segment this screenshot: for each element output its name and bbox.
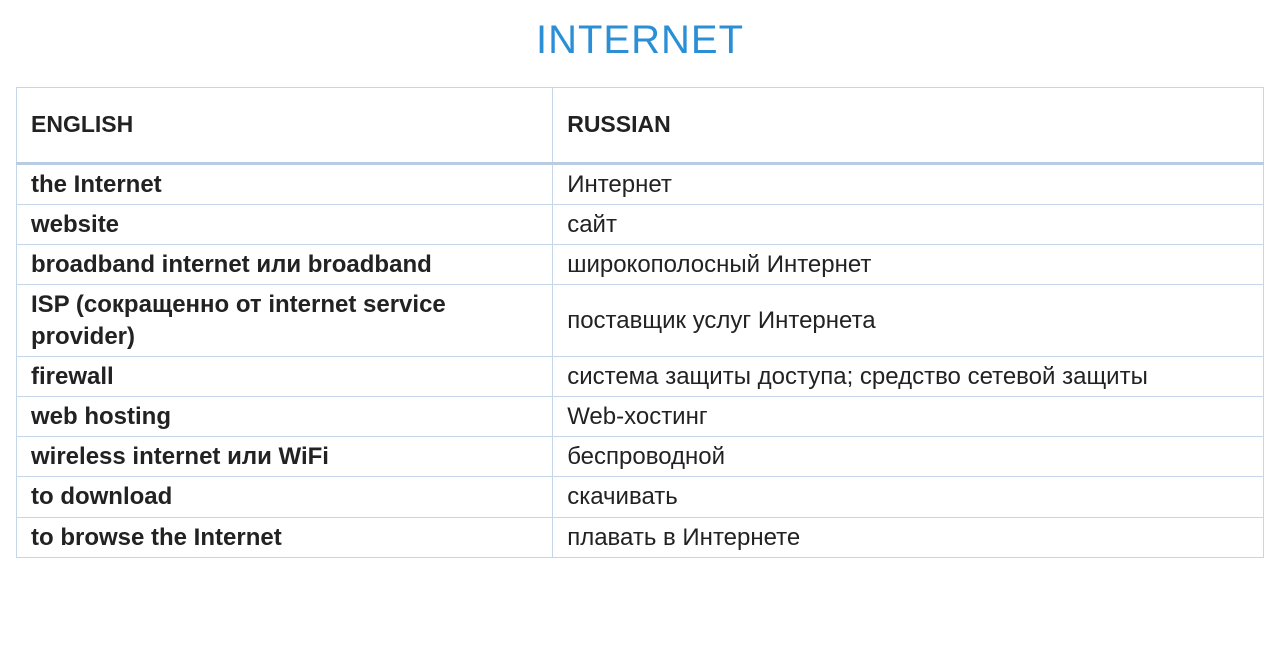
cell-english: to browse the Internet — [17, 517, 553, 557]
col-header-english: ENGLISH — [17, 88, 553, 164]
table-row: ISP (сокращенно от internet service prov… — [17, 285, 1264, 356]
cell-english: web hosting — [17, 397, 553, 437]
table-row: the Internet Интернет — [17, 163, 1264, 204]
cell-english: the Internet — [17, 163, 553, 204]
col-header-russian: RUSSIAN — [553, 88, 1264, 164]
cell-russian: Интернет — [553, 163, 1264, 204]
cell-english: firewall — [17, 356, 553, 396]
table-row: website сайт — [17, 205, 1264, 245]
table-row: to browse the Internet плавать в Интерне… — [17, 517, 1264, 557]
cell-english: ISP (сокращенно от internet service prov… — [17, 285, 553, 356]
cell-russian: широкополосный Интернет — [553, 245, 1264, 285]
page-title: INTERNET — [16, 18, 1264, 63]
cell-english: wireless internet или WiFi — [17, 437, 553, 477]
cell-russian: плавать в Интернете — [553, 517, 1264, 557]
table-row: to download скачивать — [17, 477, 1264, 517]
cell-russian: система защиты доступа; средство сетевой… — [553, 356, 1264, 396]
cell-russian: поставщик услуг Интернета — [553, 285, 1264, 356]
table-row: broadband internet или broadband широкоп… — [17, 245, 1264, 285]
vocab-table: ENGLISH RUSSIAN the Internet Интернет we… — [16, 87, 1264, 558]
table-row: web hosting Web-хостинг — [17, 397, 1264, 437]
cell-english: broadband internet или broadband — [17, 245, 553, 285]
table-row: wireless internet или WiFi беспроводной — [17, 437, 1264, 477]
cell-russian: сайт — [553, 205, 1264, 245]
cell-english: to download — [17, 477, 553, 517]
table-row: firewall система защиты доступа; средств… — [17, 356, 1264, 396]
cell-russian: Web-хостинг — [553, 397, 1264, 437]
cell-english: website — [17, 205, 553, 245]
cell-russian: скачивать — [553, 477, 1264, 517]
cell-russian: беспроводной — [553, 437, 1264, 477]
table-header-row: ENGLISH RUSSIAN — [17, 88, 1264, 164]
